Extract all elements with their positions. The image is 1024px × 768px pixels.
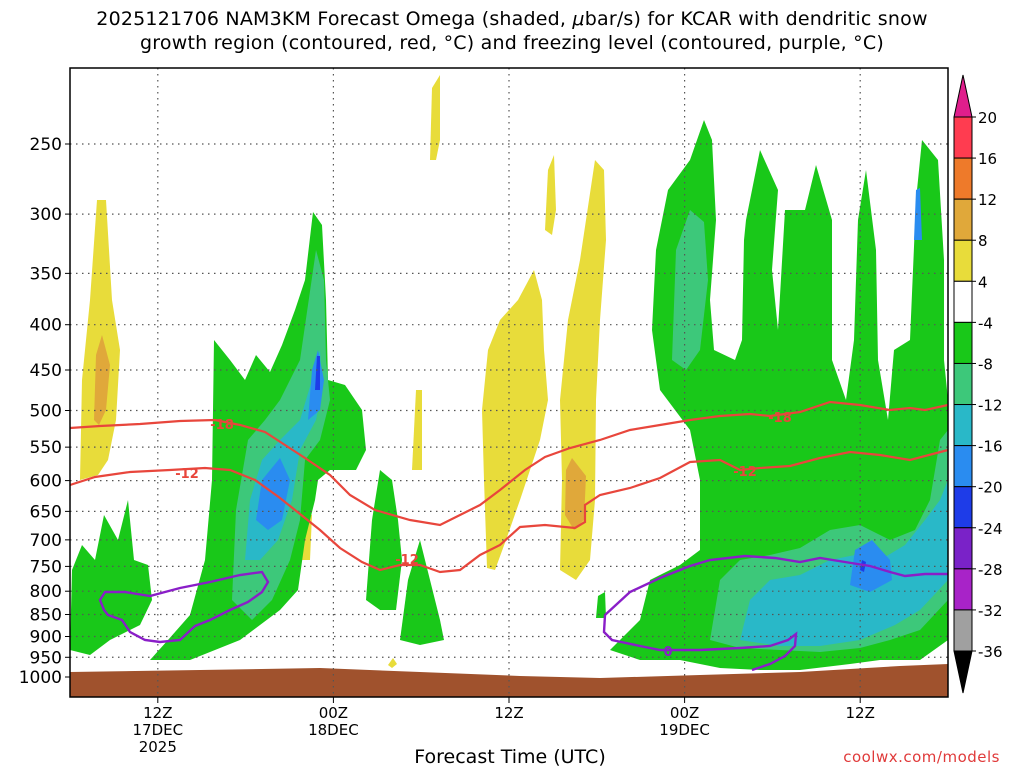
- dgz-contour-minus12: [69, 448, 949, 574]
- shade-green-lower-center: [400, 540, 444, 645]
- shade-green-dot1: [596, 592, 606, 618]
- freezing-contour-east: [602, 554, 948, 672]
- colorbar-swatch: [953, 157, 973, 200]
- y-tick-label: 450: [30, 361, 62, 381]
- x-axis-label: Forecast Time (UTC): [414, 746, 606, 768]
- chart-title-line1: 2025121706 NAM3KM Forecast Omega (shaded…: [0, 8, 1024, 30]
- colorbar-label: -20: [978, 479, 1003, 497]
- shade-teal-upper-east: [672, 210, 708, 370]
- freezing-contour-label: 0: [663, 645, 672, 660]
- y-tick-label: 850: [30, 606, 62, 626]
- shade-darkblue-west: [315, 356, 320, 390]
- colorbar-label: -16: [978, 438, 1003, 456]
- colorbar-label: -32: [978, 602, 1003, 620]
- y-tick-label: 700: [30, 531, 62, 551]
- colorbar-label: 16: [978, 150, 997, 168]
- colorbar-swatch: [953, 404, 973, 447]
- y-tick-label: 300: [30, 205, 62, 225]
- colorbar-label: 4: [978, 273, 988, 291]
- colorbar-bottom-arrow: [953, 650, 973, 694]
- colorbar-swatch: [953, 116, 973, 159]
- y-tick-label: 750: [30, 557, 62, 577]
- colorbar-label: -8: [978, 355, 993, 373]
- shade-yellow-mid: [482, 270, 548, 570]
- shade-yellow-dot: [388, 658, 397, 668]
- y-axis: 2503003504004505005506006507007508008509…: [19, 135, 70, 688]
- x-tick-label: 00Z: [319, 704, 348, 722]
- dgz-contour-label: -12: [733, 465, 757, 480]
- y-tick-label: 950: [30, 648, 62, 668]
- source-credit: coolwx.com/models: [843, 748, 1000, 766]
- shade-yellow-early: [80, 200, 120, 480]
- shade-orange-early: [94, 335, 110, 425]
- colorbar-label: 20: [978, 109, 997, 127]
- colorbar-swatch: [953, 568, 973, 611]
- colorbar-swatch: [953, 486, 973, 529]
- y-tick-label: 650: [30, 502, 62, 522]
- colorbar-label: 12: [978, 191, 997, 209]
- colorbar-swatch: [953, 362, 973, 406]
- shade-green-left-low: [70, 500, 152, 655]
- title-text: 2025121706 NAM3KM Forecast Omega (shaded…: [96, 8, 573, 30]
- colorbar: 20 16 12 8 4 -4 -8 -12 -16 -20 -24 -28 -32 -36: [953, 74, 1003, 694]
- chart-title-line2: growth region (contoured, red, °C) and f…: [140, 32, 884, 54]
- y-tick-label: 900: [30, 627, 62, 647]
- plot-grid: [70, 68, 948, 697]
- shade-yellow-top: [430, 75, 440, 160]
- shade-orange-mid: [565, 458, 586, 530]
- dgz-contour-label: -12: [395, 553, 419, 568]
- x-tick-label: 00Z: [670, 704, 699, 722]
- dgz-contour-label: -18: [768, 411, 792, 426]
- colorbar-swatch: [953, 321, 973, 364]
- x-tick-label: 12Z: [494, 704, 523, 722]
- y-tick-label: 800: [30, 582, 62, 602]
- dgz-contour-minus18: [69, 400, 949, 527]
- shade-blue-east-sliver: [914, 188, 922, 240]
- contour-labels: -18 -12 -12 -12 -18 0: [175, 411, 792, 660]
- colorbar-label: 8: [978, 232, 988, 250]
- y-tick-label: 600: [30, 472, 62, 492]
- colorbar-top-arrow: [953, 74, 973, 118]
- freezing-contour-west: [98, 570, 270, 644]
- y-tick-label: 250: [30, 135, 62, 155]
- x-tick-label: 12Z: [846, 704, 875, 722]
- colorbar-label: -12: [978, 397, 1003, 415]
- colorbar-swatch: [953, 445, 973, 488]
- x-tick-label: 19DEC: [659, 721, 710, 739]
- colorbar-swatch: [953, 527, 973, 570]
- shade-yellow-small1: [412, 390, 422, 470]
- colorbar-swatch: [953, 198, 973, 241]
- y-tick-label: 1000: [19, 668, 62, 688]
- dgz-contours: [69, 400, 949, 574]
- colorbar-label: -24: [978, 520, 1003, 538]
- x-tick-label: 12Z: [143, 704, 172, 722]
- dgz-contour-label: -12: [175, 467, 199, 482]
- colorbar-label: -28: [978, 561, 1003, 579]
- freezing-contours: [98, 554, 948, 672]
- title-mu: μ: [572, 8, 585, 30]
- title-text-tail: bar/s) for KCAR with dendritic snow: [584, 8, 928, 30]
- y-tick-label: 550: [30, 438, 62, 458]
- x-tick-label: 17DEC: [133, 721, 184, 739]
- y-tick-label: 350: [30, 264, 62, 284]
- colorbar-swatch: [953, 239, 973, 282]
- colorbar-swatch: [953, 609, 973, 652]
- shade-yellow-sliver: [545, 155, 556, 235]
- x-tick-label: 2025: [139, 738, 177, 756]
- y-tick-label: 500: [30, 402, 62, 422]
- colorbar-label: -36: [978, 643, 1003, 661]
- colorbar-label: -4: [978, 314, 993, 332]
- x-tick-label: 18DEC: [308, 721, 359, 739]
- dgz-contour-label: -18: [210, 418, 234, 433]
- y-tick-label: 400: [30, 316, 62, 336]
- colorbar-swatch: [953, 280, 973, 323]
- shade-green-mid-small: [366, 470, 402, 610]
